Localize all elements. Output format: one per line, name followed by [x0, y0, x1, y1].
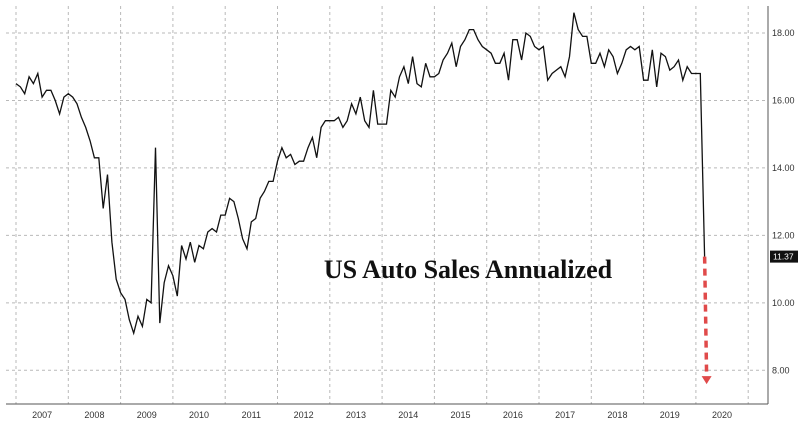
chart-title: US Auto Sales Annualized — [324, 255, 613, 284]
y-tick-label: 10.00 — [772, 298, 795, 308]
x-tick-label: 2011 — [242, 410, 261, 420]
x-tick-label: 2018 — [607, 410, 627, 420]
projection-line — [702, 256, 709, 377]
y-tick-label: 18.00 — [772, 28, 795, 38]
x-tick-label: 2019 — [660, 410, 680, 420]
last-value-label: 11.37 — [773, 252, 794, 262]
x-tick-label: 2017 — [555, 410, 575, 420]
x-tick-label: 2007 — [32, 410, 52, 420]
y-tick-label: 16.00 — [772, 95, 795, 105]
x-tick-label: 2012 — [294, 410, 314, 420]
x-tick-label: 2015 — [451, 410, 471, 420]
series-line — [15, 12, 706, 336]
x-tick-label: 2008 — [84, 410, 104, 420]
axis-layer: 8.00 10.00 12.00 14.00 16.00 18.00 2007 2008 200… — [6, 6, 798, 420]
y-tick-label: 14.00 — [772, 163, 795, 173]
y-tick-label: 8.00 — [772, 365, 790, 375]
y-tick-label: 12.00 — [772, 230, 795, 240]
x-tick-label: 2016 — [503, 410, 523, 420]
projection-arrowhead — [701, 376, 712, 385]
x-tick-label: 2010 — [189, 410, 209, 420]
x-tick-label: 2009 — [137, 410, 157, 420]
series-layer — [15, 12, 712, 385]
x-tick-label: 2014 — [398, 410, 418, 420]
x-tick-label: 2020 — [712, 410, 732, 420]
grid-layer — [6, 6, 768, 404]
x-tick-label: 2013 — [346, 410, 366, 420]
last-value-badge — [770, 250, 798, 263]
